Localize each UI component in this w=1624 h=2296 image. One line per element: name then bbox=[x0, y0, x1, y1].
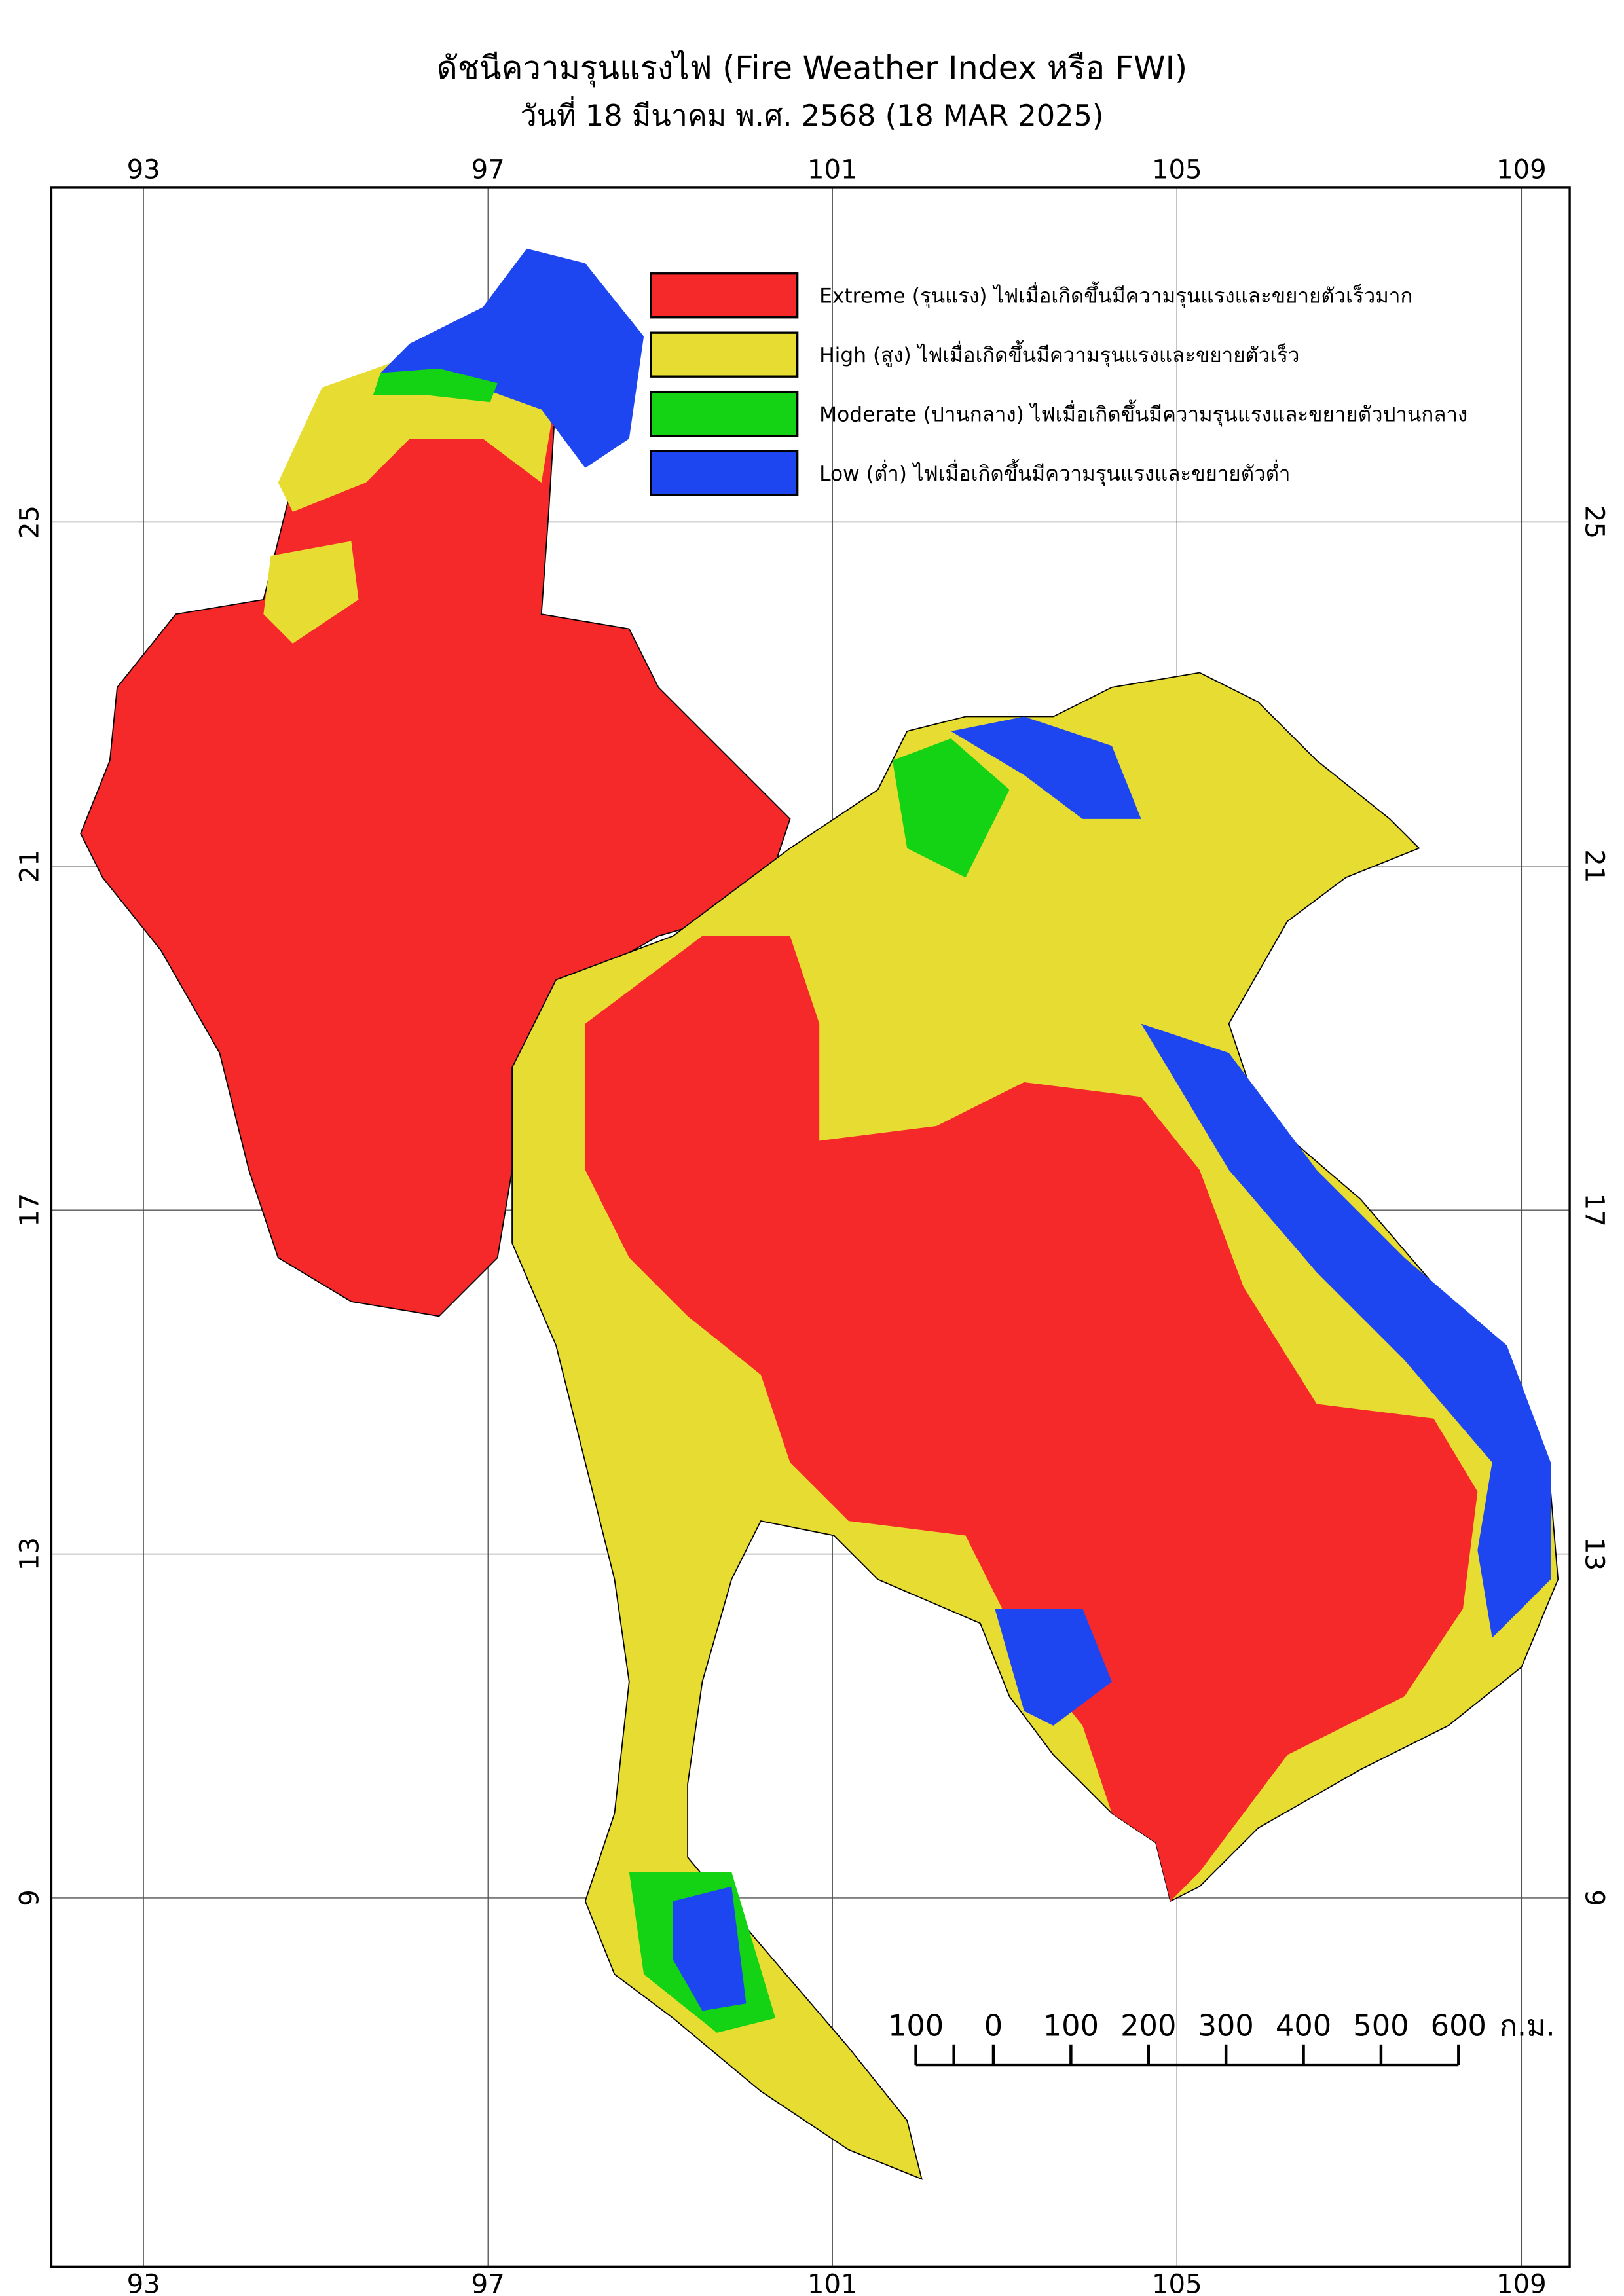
legend-label: High (สูง) ไฟเมื่อเกิดขึ้นมีความรุนแรงแล… bbox=[819, 340, 1299, 368]
fwi-regions bbox=[80, 248, 1559, 2180]
scale-label: 600 bbox=[1431, 2009, 1486, 2043]
subtitle: วันที่ 18 มีนาคม พ.ศ. 2568 (18 MAR 2025) bbox=[521, 96, 1104, 133]
map-frame bbox=[50, 186, 1571, 2269]
scale-label: 100 bbox=[1043, 2009, 1099, 2043]
lat-label-right: 17 bbox=[1579, 1194, 1610, 1227]
scale-bar: 100 0 100 200 300 400 500 600 ก.ม. bbox=[888, 2009, 1555, 2067]
coordinate-labels: 93 93 97 97 101 101 105 105 109 109 25 25 21 21 17 17 13… bbox=[14, 155, 1609, 2296]
legend-swatch bbox=[650, 450, 799, 496]
scale-unit: ก.ม. bbox=[1500, 2009, 1555, 2043]
lat-label-left: 21 bbox=[14, 849, 45, 883]
lat-label-left: 25 bbox=[14, 505, 45, 539]
scale-label: 500 bbox=[1353, 2009, 1409, 2043]
lat-label-right: 9 bbox=[1579, 1889, 1610, 1906]
scale-label: 100 bbox=[888, 2009, 944, 2043]
lon-label-bottom: 101 bbox=[807, 2270, 858, 2296]
legend-swatch bbox=[650, 272, 799, 319]
scale-label: 300 bbox=[1198, 2009, 1254, 2043]
lat-label-left: 13 bbox=[14, 1537, 45, 1571]
lon-label-top: 101 bbox=[807, 155, 858, 185]
legend-label: Extreme (รุนแรง) ไฟเมื่อเกิดขึ้นมีความรุ… bbox=[819, 280, 1412, 308]
legend-swatch bbox=[650, 390, 799, 437]
region-laos-moderate bbox=[892, 738, 1010, 878]
lon-label-top: 93 bbox=[127, 155, 160, 185]
lon-label-top: 109 bbox=[1496, 155, 1547, 185]
lon-label-bottom: 109 bbox=[1496, 2270, 1547, 2296]
region-central-extreme bbox=[585, 936, 1478, 1901]
region-north-moderate bbox=[373, 368, 498, 403]
lon-label-top: 105 bbox=[1152, 155, 1202, 185]
region-laos-low bbox=[951, 716, 1141, 819]
map-area bbox=[51, 187, 1570, 2267]
title: ดัชนีความรุนแรงไฟ (Fire Weather Index หร… bbox=[437, 49, 1187, 88]
region-coast-low bbox=[1141, 1023, 1551, 1638]
scale-label: 0 bbox=[984, 2009, 1003, 2043]
lon-label-bottom: 93 bbox=[127, 2270, 160, 2296]
lat-label-left: 9 bbox=[14, 1889, 45, 1906]
scale-label: 400 bbox=[1276, 2009, 1331, 2043]
scale-label: 200 bbox=[1120, 2009, 1176, 2043]
legend-swatch bbox=[650, 331, 799, 378]
region-myanmar-high bbox=[263, 541, 359, 644]
legend-label: Low (ต่ำ) ไฟเมื่อเกิดขึ้นมีความรุนแรงและ… bbox=[819, 458, 1290, 486]
region-south-low bbox=[673, 1886, 747, 2011]
lon-label-top: 97 bbox=[471, 155, 505, 185]
legend-label: Moderate (ปานกลาง) ไฟเมื่อเกิดขึ้นมีความ… bbox=[819, 399, 1467, 427]
lon-label-bottom: 105 bbox=[1152, 2270, 1202, 2296]
lat-label-left: 17 bbox=[14, 1194, 45, 1227]
region-cambodia-low bbox=[995, 1609, 1112, 1726]
lat-label-right: 13 bbox=[1579, 1537, 1610, 1571]
lon-label-bottom: 97 bbox=[471, 2270, 505, 2296]
lat-label-right: 25 bbox=[1579, 505, 1610, 539]
region-north-low bbox=[380, 248, 644, 468]
legend: Extreme (รุนแรง) ไฟเมื่อเกิดขึ้นมีความรุ… bbox=[650, 272, 1467, 496]
lat-label-right: 21 bbox=[1579, 849, 1610, 883]
